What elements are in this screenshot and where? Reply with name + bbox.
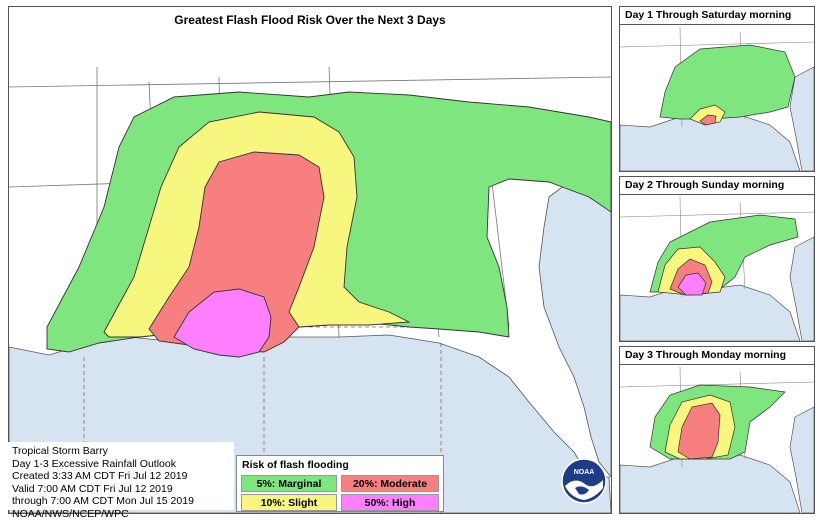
legend-moderate: 20%: Moderate: [341, 475, 439, 492]
inset-day-1-map: [620, 7, 814, 171]
noaa-logo-icon: NOAA: [561, 458, 607, 504]
map-title: Greatest Flash Flood Risk Over the Next …: [9, 13, 611, 27]
info-line-storm: Tropical Storm Barry: [12, 445, 234, 458]
inset-day-2-map: [620, 177, 814, 341]
legend-high: 50%: High: [341, 494, 439, 511]
legend-marginal: 5%: Marginal: [241, 475, 337, 492]
inset-day-2: Day 2 Through Sunday morning: [619, 176, 815, 342]
risk-legend: Risk of flash flooding 5%: Marginal 20%:…: [236, 455, 444, 512]
inset-day-3-title: Day 3 Through Monday morning: [620, 347, 814, 365]
legend-title: Risk of flash flooding: [242, 459, 349, 471]
main-map-panel: Greatest Flash Flood Risk Over the Next …: [8, 6, 612, 514]
noaa-logo-text: NOAA: [574, 469, 595, 476]
info-line-product: Day 1-3 Excessive Rainfall Outlook: [12, 458, 234, 471]
inset-day-1-marginal: [660, 45, 795, 119]
inset-day-1-title: Day 1 Through Saturday morning: [620, 7, 814, 25]
outlook-info-box: Tropical Storm Barry Day 1-3 Excessive R…: [8, 442, 234, 510]
info-line-through: through 7:00 AM CDT Mon Jul 15 2019: [12, 495, 234, 508]
info-line-agency: NOAA/NWS/NCEP/WPC: [12, 508, 234, 520]
legend-slight: 10%: Slight: [241, 494, 337, 511]
main-map-svg: [9, 7, 611, 513]
inset-day-2-gulf: [620, 285, 800, 341]
info-line-created: Created 3:33 AM CDT Fri Jul 12 2019: [12, 470, 234, 483]
inset-day-2-title: Day 2 Through Sunday morning: [620, 177, 814, 195]
inset-day-3-gulf: [620, 455, 800, 513]
info-line-valid: Valid 7:00 AM CDT Fri Jul 12 2019: [12, 483, 234, 496]
inset-day-3-map: [620, 347, 814, 513]
inset-day-1: Day 1 Through Saturday morning: [619, 6, 815, 172]
inset-day-3: Day 3 Through Monday morning: [619, 346, 815, 514]
